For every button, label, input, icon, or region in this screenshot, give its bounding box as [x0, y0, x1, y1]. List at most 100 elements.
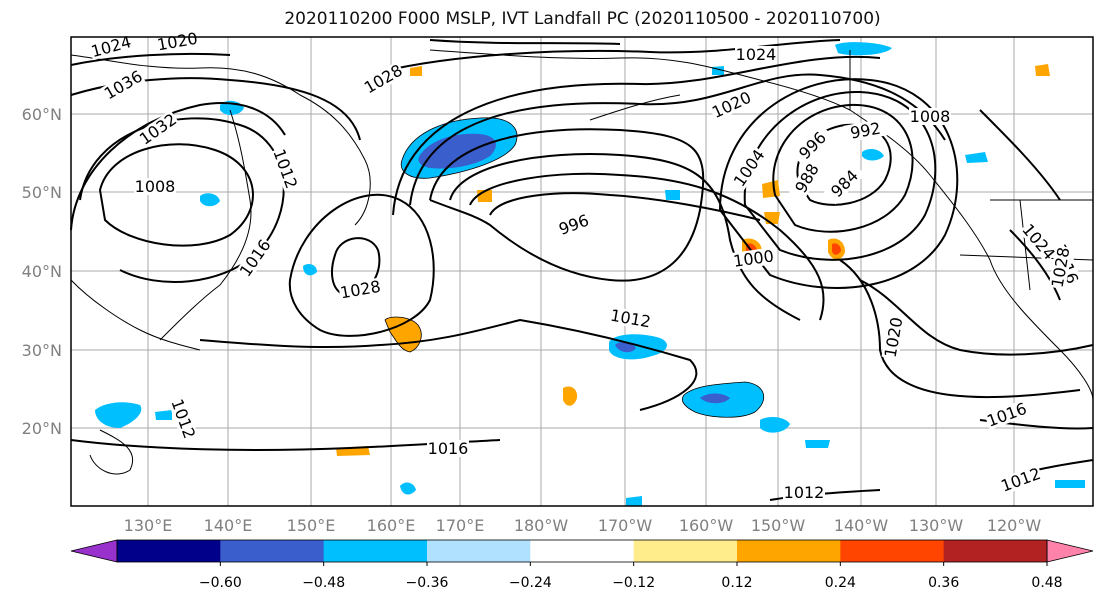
contour-label-background — [551, 209, 597, 240]
contour-label-background — [270, 146, 301, 192]
ivt-negative-patch — [700, 393, 730, 404]
ivt-negative-patch — [665, 190, 680, 200]
ivt-negative-patch — [418, 133, 496, 169]
longitude-labels: 130°E 140°E 150°E 160°E 170°E 180°W 170°W 160°W… — [124, 516, 1042, 535]
ivt-negative-patch — [303, 264, 317, 276]
contour-label-background — [1018, 220, 1059, 264]
map-title: 2020110200 F000 MSLP, IVT Landfall PC (2… — [284, 9, 881, 29]
latitude-label: 30°N — [22, 341, 62, 360]
latitude-labels: 60°N 50°N 40°N 30°N 20°N — [22, 105, 62, 438]
colorbar-segment — [220, 540, 325, 562]
longitude-label: 140°W — [834, 516, 889, 535]
ivt-negative-patch — [805, 440, 830, 448]
contour-label-background — [88, 32, 134, 61]
colorbar-segment — [530, 540, 635, 562]
contour-label: 1024 — [736, 45, 777, 64]
longitude-label: 150°W — [751, 516, 806, 535]
contour-label: 1008 — [135, 177, 176, 196]
contour-label-background — [998, 464, 1044, 495]
contour-label-background — [984, 399, 1030, 430]
contour-label-background — [427, 440, 469, 457]
longitude-label: 160°W — [679, 516, 734, 535]
longitude-label: 150°E — [287, 516, 336, 535]
ivt-positive-patch — [563, 386, 578, 406]
contour-label-group: 1024 — [735, 45, 777, 64]
colorbar-outline — [116, 539, 1048, 563]
ivt-contour-lines — [384, 117, 765, 418]
contour-label-background — [881, 315, 906, 360]
isobars — [70, 39, 1094, 501]
ivt-positive-patch — [832, 243, 841, 255]
latitude-label: 40°N — [22, 262, 62, 281]
contour-label-background — [100, 67, 146, 103]
contour-label-group: 1000 — [731, 246, 776, 271]
contour-label-background — [134, 178, 176, 195]
colorbar-segment — [943, 540, 1048, 562]
contour-label-group: 1008 — [134, 177, 176, 196]
contour-label-group: 1012 — [783, 483, 825, 502]
latitude-label: 60°N — [22, 105, 62, 124]
contour-label-background — [608, 306, 653, 331]
colorbar-tick-label: −0.60 — [199, 575, 242, 591]
colorbar-segment — [117, 540, 221, 562]
colorbar-tick-label: −0.24 — [509, 575, 552, 591]
colorbar-segment — [323, 540, 428, 562]
ivt-negative-patch — [155, 410, 172, 420]
ivt-positive-patch — [1035, 64, 1050, 76]
longitude-label: 140°E — [204, 516, 253, 535]
colorbar-tick-labels: −0.60 −0.48 −0.36 −0.24 −0.12 0.12 0.24 0.36 0.4… — [199, 562, 1063, 591]
contour-label-group: 1016 — [427, 439, 469, 458]
contour-label-background — [360, 61, 406, 97]
colorbar-segment — [633, 540, 738, 562]
ivt-negative-patch — [400, 482, 416, 495]
colorbar-tick-label: 0.12 — [721, 575, 752, 591]
contour-label-background — [735, 46, 777, 63]
contour-label-background — [730, 145, 769, 191]
contour-label-background — [843, 118, 888, 143]
ivt-positive-patch — [764, 212, 780, 224]
contour-label: 1016 — [428, 439, 469, 458]
contour-label-background — [236, 235, 275, 281]
ivt-negative-patch — [965, 152, 988, 163]
colorbar-tick-label: 0.24 — [825, 575, 856, 591]
contour-label-background — [731, 247, 776, 270]
ivt-negative-patch — [200, 193, 220, 207]
longitude-label: 160°E — [367, 516, 416, 535]
contour-label-group: 996 — [791, 124, 834, 167]
latitude-label: 50°N — [22, 183, 62, 202]
longitude-label: 130°E — [124, 516, 173, 535]
contour-label-background — [168, 396, 199, 442]
contour-label: 1012 — [784, 483, 825, 502]
contour-label-background — [791, 124, 834, 167]
ivt-negative-patch — [862, 148, 884, 161]
contour-label-background — [155, 29, 200, 54]
map-frame — [70, 36, 1094, 507]
ivt-negative-patch — [1055, 480, 1085, 488]
ivt-negative-patch — [95, 402, 142, 428]
colorbar-extend-low — [70, 539, 118, 563]
contour-label-background — [783, 484, 825, 501]
longitude-label: 170°E — [436, 516, 485, 535]
ivt-negative-patch — [615, 342, 636, 353]
contour-label-background — [135, 110, 181, 149]
colorbar-tick-label: 0.48 — [1031, 575, 1062, 591]
longitude-label: 180°W — [514, 516, 569, 535]
contour-label-background — [789, 155, 825, 201]
ivt-negative-patch — [835, 42, 892, 56]
colorbar-segment — [737, 540, 841, 562]
ivt-negative-patch — [760, 416, 790, 433]
contour-label: 1008 — [910, 107, 951, 126]
colorbar-tick-label: 0.36 — [928, 575, 959, 591]
contour-label-background — [708, 88, 755, 122]
contour-label-background — [1048, 245, 1073, 290]
longitude-label: 130°W — [909, 516, 964, 535]
colorbar-tick-label: −0.12 — [612, 575, 655, 591]
contour-label-background — [823, 162, 866, 205]
longitude-label: 170°W — [598, 516, 653, 535]
contour-label-background — [909, 108, 951, 125]
longitude-label: 120°W — [987, 516, 1042, 535]
ivt-negative-patch — [609, 334, 667, 360]
colorbar-extend-high — [1046, 539, 1094, 563]
latitude-label: 20°N — [22, 419, 62, 438]
